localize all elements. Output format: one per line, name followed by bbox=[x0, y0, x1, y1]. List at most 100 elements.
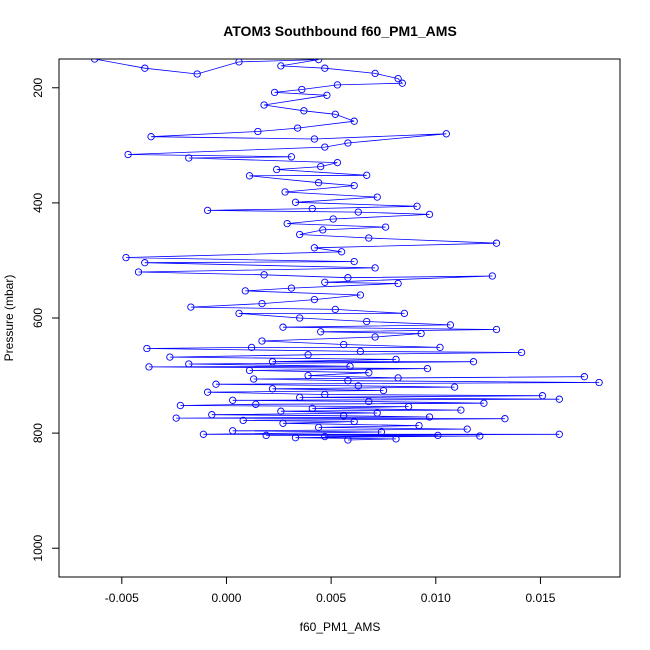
data-point bbox=[394, 279, 402, 288]
data-point bbox=[580, 373, 589, 381]
data-point bbox=[134, 268, 143, 276]
data-point bbox=[346, 362, 354, 370]
data-point bbox=[392, 355, 400, 364]
data-point bbox=[203, 388, 212, 396]
data-point bbox=[365, 369, 373, 377]
x-tick-label: 0.010 bbox=[421, 591, 451, 605]
data-point bbox=[296, 230, 304, 239]
y-tick-label: 1000 bbox=[31, 535, 45, 562]
data-point bbox=[381, 223, 390, 231]
data-point bbox=[229, 427, 237, 435]
data-point bbox=[293, 124, 302, 132]
data-point bbox=[321, 64, 329, 72]
data-point bbox=[258, 299, 266, 308]
data-point bbox=[260, 271, 268, 279]
data-point bbox=[538, 392, 547, 400]
x-axis-label: f60_PM1_AMS bbox=[300, 620, 381, 634]
data-point bbox=[245, 172, 254, 180]
data-point bbox=[235, 309, 243, 318]
data-point bbox=[323, 91, 331, 99]
data-point bbox=[229, 396, 237, 404]
x-tick-label: 0.005 bbox=[316, 591, 346, 605]
data-point bbox=[268, 358, 277, 366]
data-point bbox=[145, 363, 153, 371]
data-point bbox=[379, 386, 388, 395]
y-tick-label: 200 bbox=[31, 77, 45, 97]
data-point bbox=[373, 409, 381, 417]
data-point bbox=[517, 348, 526, 357]
data-point bbox=[423, 364, 432, 373]
data-point bbox=[141, 64, 149, 72]
data-point bbox=[124, 150, 132, 159]
data-point bbox=[344, 274, 352, 282]
data-point bbox=[193, 70, 201, 78]
data-point bbox=[317, 162, 325, 171]
data-point bbox=[394, 374, 402, 382]
data-point bbox=[350, 257, 358, 266]
data-point bbox=[277, 62, 285, 70]
data-point bbox=[279, 419, 287, 427]
data-point bbox=[245, 366, 254, 375]
data-point bbox=[434, 431, 442, 440]
data-point bbox=[476, 432, 484, 440]
data-point bbox=[254, 127, 262, 136]
data-point bbox=[122, 253, 130, 262]
data-point bbox=[337, 248, 346, 256]
data-point bbox=[442, 130, 450, 138]
data-point bbox=[480, 399, 488, 407]
data-point bbox=[279, 323, 287, 331]
data-point bbox=[469, 358, 478, 366]
data-point bbox=[321, 390, 329, 399]
y-tick-label: 600 bbox=[31, 308, 45, 328]
data-point bbox=[185, 360, 193, 368]
data-point bbox=[425, 413, 434, 421]
data-point bbox=[310, 295, 319, 304]
data-point bbox=[310, 244, 319, 252]
data-point bbox=[555, 395, 563, 403]
data-point bbox=[203, 206, 212, 215]
data-point bbox=[463, 425, 471, 433]
data-point bbox=[501, 415, 509, 423]
plot-frame bbox=[58, 58, 621, 578]
data-point bbox=[356, 291, 365, 299]
data-point bbox=[371, 264, 379, 272]
series-layer bbox=[90, 59, 603, 444]
data-point bbox=[354, 382, 362, 390]
data-point bbox=[308, 204, 316, 213]
data-point bbox=[363, 171, 371, 179]
data-point bbox=[344, 139, 352, 147]
data-point bbox=[314, 423, 323, 432]
data-point bbox=[595, 378, 603, 387]
data-point bbox=[172, 414, 180, 422]
data-point bbox=[365, 234, 373, 242]
data-point bbox=[298, 85, 306, 94]
data-point bbox=[90, 59, 99, 63]
data-point bbox=[252, 400, 260, 408]
data-point bbox=[304, 371, 312, 380]
data-point bbox=[373, 193, 381, 201]
data-point bbox=[185, 154, 193, 162]
data-point bbox=[235, 59, 243, 66]
data-point bbox=[141, 259, 149, 267]
data-point bbox=[425, 210, 434, 219]
data-point bbox=[296, 314, 304, 322]
data-point bbox=[287, 284, 296, 292]
x-tick-label: -0.005 bbox=[105, 591, 139, 605]
data-point bbox=[239, 416, 247, 425]
data-point bbox=[143, 344, 151, 353]
data-point bbox=[321, 278, 329, 286]
data-point bbox=[300, 107, 308, 115]
data-point bbox=[176, 401, 185, 410]
y-axis: 200 400 600 800 1000 bbox=[31, 77, 59, 562]
y-tick-label: 400 bbox=[31, 193, 45, 213]
data-point bbox=[354, 208, 362, 216]
y-tick-label: 800 bbox=[31, 423, 45, 443]
data-point bbox=[413, 202, 421, 210]
data-point bbox=[492, 239, 501, 247]
data-point bbox=[404, 402, 413, 411]
data-point bbox=[350, 181, 358, 190]
data-point bbox=[329, 215, 337, 223]
data-point bbox=[321, 143, 329, 151]
data-point bbox=[273, 165, 281, 174]
